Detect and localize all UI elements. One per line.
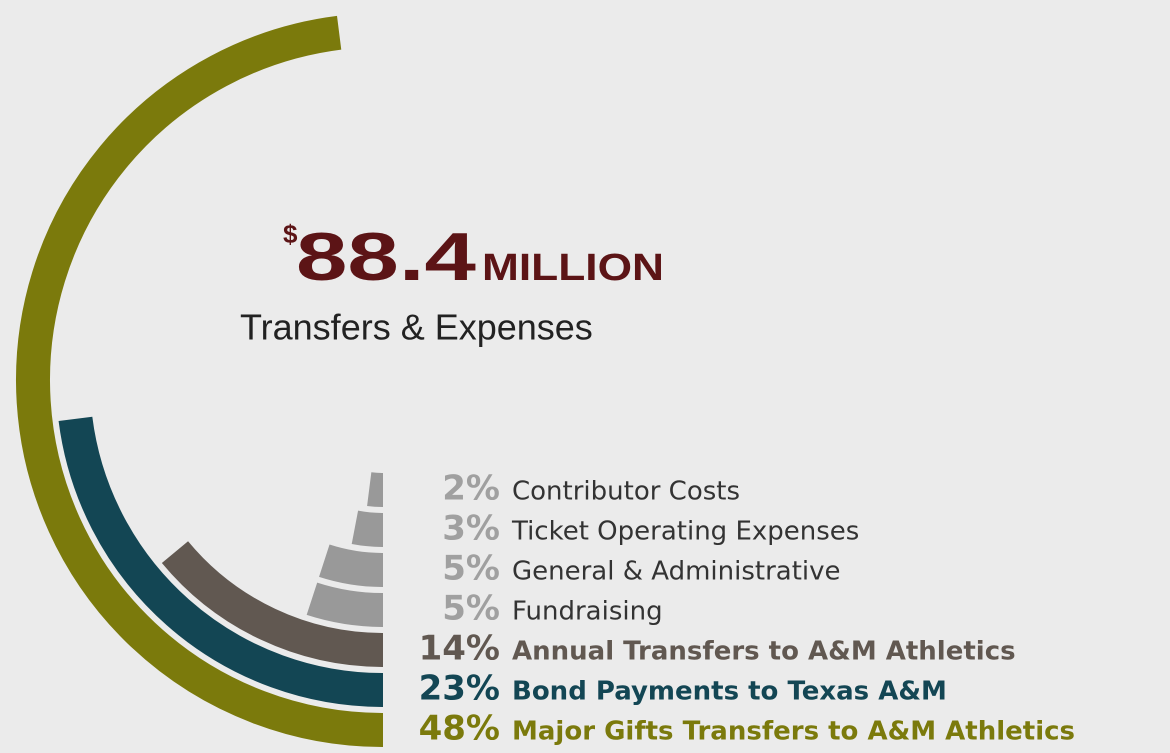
ring-bar <box>367 472 384 507</box>
category-label: Contributor Costs <box>512 477 740 507</box>
category-label: General & Administrative <box>512 557 841 587</box>
value-label: 48% <box>419 709 500 749</box>
value-label: 3% <box>442 509 500 549</box>
chart-title: Transfers & Expenses <box>240 307 593 348</box>
category-label: Ticket Operating Expenses <box>511 517 859 547</box>
value-label: 2% <box>442 469 500 509</box>
category-label: Fundraising <box>512 597 663 627</box>
ring-bar <box>16 15 384 747</box>
value-label: 5% <box>442 549 500 589</box>
total-unit: MILLION <box>482 247 664 289</box>
value-label: 23% <box>419 669 500 709</box>
value-label: 5% <box>442 589 500 629</box>
ring-bar <box>161 541 384 667</box>
category-label: Bond Payments to Texas A&M <box>512 677 947 707</box>
ring-bar <box>306 582 384 627</box>
total-prefix: $ <box>283 219 298 249</box>
ring-bar <box>319 544 384 587</box>
ring-bar <box>58 416 384 707</box>
ring-bar <box>351 510 384 547</box>
category-label: Major Gifts Transfers to A&M Athletics <box>512 717 1075 747</box>
total-value: 88.4 <box>296 219 476 295</box>
value-label: 14% <box>419 629 500 669</box>
category-label: Annual Transfers to A&M Athletics <box>512 637 1016 667</box>
